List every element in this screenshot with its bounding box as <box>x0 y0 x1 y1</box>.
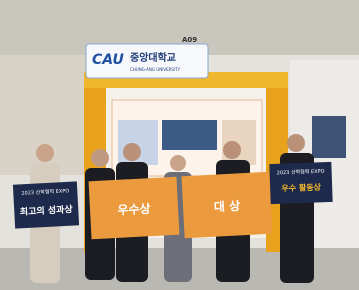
head <box>123 143 141 161</box>
placard-award: 대 상 <box>214 198 241 214</box>
placard: 2023 산학협력 EXPO 우수 활동상 <box>269 162 332 204</box>
sign-subtitle: CHUNG-ANG UNIVERSITY <box>130 67 181 72</box>
booth-number: A09 <box>182 36 197 44</box>
monitor <box>312 116 346 158</box>
head <box>287 134 305 152</box>
head <box>170 155 186 171</box>
placard: 우수상 <box>89 177 180 240</box>
sign-name: 중앙대학교 <box>130 51 176 64</box>
poster-panel <box>162 120 217 150</box>
placard: 2023 산학협력 EXPO 최고의 성과상 <box>13 181 79 228</box>
placard-award: 우수 활동상 <box>281 182 322 193</box>
photo: CAU 중앙대학교 CHUNG-ANG UNIVERSITY A09 2023 … <box>0 0 359 290</box>
placard-award: 우수상 <box>117 201 151 218</box>
placard: 대 상 <box>181 172 272 239</box>
head <box>36 144 54 162</box>
sign-logo: CAU <box>92 52 124 68</box>
head <box>223 141 241 159</box>
head <box>91 149 109 167</box>
